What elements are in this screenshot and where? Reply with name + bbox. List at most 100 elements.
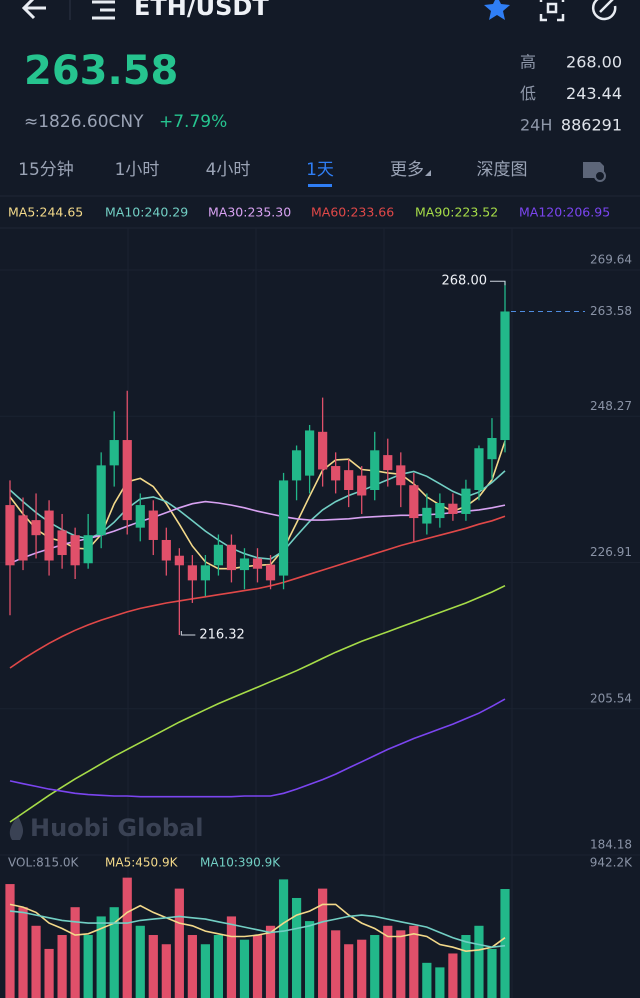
cny-price: ≈1826.60CNY [24,112,144,132]
low-label: 216.32 [199,627,245,642]
volume-bar [383,925,393,998]
volume-bar [291,897,302,998]
volume-bar [435,967,445,998]
candle-body [422,507,432,524]
tab[interactable]: 更多 [390,160,424,180]
volume-bar [57,935,67,998]
volume-bar [226,916,237,998]
legend-entry: MA5:244.65 [8,205,83,220]
watermark: Huobi Global [30,814,203,842]
ma-line [9,584,506,823]
volume-bar [213,935,224,998]
share-button[interactable] [591,0,617,21]
tab-underline [308,184,332,187]
candle-body [5,505,15,566]
menu-button[interactable] [92,0,115,20]
change-percent: +7.79% [159,112,227,132]
stat-value: 268.00 [566,53,622,72]
volume-bar [474,925,484,998]
low-marker [180,630,196,636]
stat-label: 24H [520,116,552,135]
candle-body [265,564,276,581]
candle-body [252,558,263,569]
favorite-button[interactable] [484,0,510,20]
volume-bar [161,944,171,998]
high-label: 268.00 [442,274,488,289]
tab[interactable]: 1天 [306,160,334,180]
volume-bar [252,935,263,998]
back-button[interactable] [21,0,46,20]
candle-body [135,505,145,528]
volume-bar [409,925,419,998]
volume-label: VOL:815.0K [8,856,80,870]
volume-bar [344,944,354,998]
y-tick-label: 248.27 [590,399,632,413]
candle-body [161,539,171,561]
volume-bar [174,888,184,998]
last-price: 263.58 [24,48,178,94]
candle-body [96,465,106,536]
volume-bar [278,879,289,998]
volume-bar [422,962,432,998]
legend-entry: MA90:223.52 [415,205,498,220]
tab[interactable]: 4小时 [206,160,251,180]
legend-entry: MA30:235.30 [208,205,291,220]
volume-bar [396,930,406,998]
candle-body [109,440,119,466]
candle-body [461,488,471,514]
candle-body [331,466,341,481]
candle-body [239,558,250,571]
candle-body [122,440,132,521]
volume-bar [96,916,106,998]
volume-bar [239,939,250,998]
candle-body [200,565,210,581]
candle-body [487,437,497,460]
stat-label: 低 [520,84,536,103]
candle-body [291,450,302,481]
volume-bar [500,889,510,998]
volume-bar [370,935,380,998]
settings-gear [594,170,606,182]
candle-body [344,470,354,491]
candle-body [409,485,419,519]
scan-button[interactable] [539,0,565,22]
candle-body [187,565,197,581]
volume-legend: MA5:450.9K [105,856,179,870]
stat-label: 高 [520,53,536,72]
y-tick-label: 184.18 [590,838,632,852]
volume-ma-line [9,903,506,953]
legend-entry: MA60:233.66 [311,205,394,220]
volume-bar [305,921,315,998]
candle-body [396,465,406,486]
volume-tick-label: 942.2K [590,856,633,870]
candle-body [83,535,93,564]
stat-value: 243.44 [566,84,622,103]
candle-body [44,510,54,561]
volume-bar [5,884,15,998]
volume-bar [187,935,197,998]
volume-bar [461,935,471,998]
candle-body [357,475,367,496]
tab[interactable]: 1小时 [115,160,160,180]
pair-title: ETH/USDT [134,0,269,21]
dropdown-arrow [425,170,431,176]
volume-bar [357,939,367,998]
volume-bar [44,948,54,998]
candle-body [18,515,28,561]
volume-bar [318,888,328,998]
ma-line [9,698,506,798]
volume-bar [487,948,497,998]
volume-bar [331,930,341,998]
tab[interactable]: 15分钟 [18,160,74,180]
volume-bar [109,907,119,998]
volume-ma-line [9,910,506,949]
candle-body [500,311,510,441]
volume-bar [122,877,132,998]
y-tick-label: 226.91 [590,545,632,559]
tab[interactable]: 深度图 [477,160,528,180]
candle-body [226,544,237,571]
candle-body [305,430,315,476]
